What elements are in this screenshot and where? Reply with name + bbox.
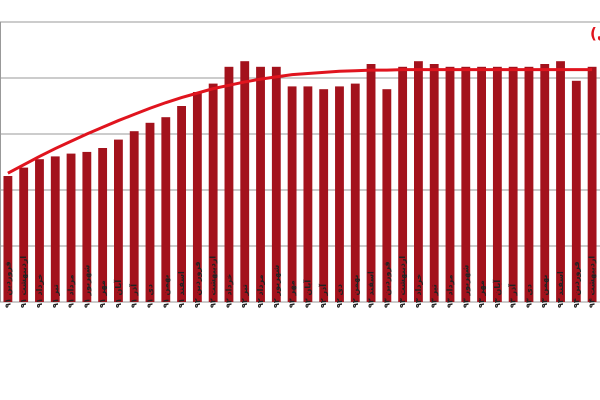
x-tick-label: شهریور ۹۱ [82,265,91,308]
x-tick-label: آذر ۹۲ [318,284,328,308]
bar [208,83,218,302]
bar [461,66,471,302]
bar [382,89,392,302]
x-tick-label: اردیبهشت ۹۲ [209,256,218,308]
bar [587,66,597,302]
bar [35,159,44,302]
bar [19,167,29,302]
bar [50,156,60,302]
bar [429,64,439,302]
bar [114,139,123,302]
x-tick-label: مهر ۹۲ [288,280,297,308]
bar [129,131,139,302]
x-tick-label: فروردین ۹۲ [193,261,202,308]
bar [82,151,92,302]
bar [366,64,376,302]
bar [3,176,13,302]
bar [398,66,408,302]
bar [271,66,281,302]
x-tick-label: بهمن ۹۳ [540,275,549,308]
x-tick-label: مرداد ۹۳ [446,275,455,308]
x-tick-label: اسفند ۹۱ [177,271,186,308]
x-tick-label: آبان ۹۲ [302,280,312,308]
x-tick-label: فروردین ۹۳ [382,261,391,308]
x-tick-label: آذر ۹۳ [508,284,518,308]
bar [161,117,171,302]
x-tick-label: خرداد ۹۲ [224,274,233,308]
bar [540,64,550,302]
x-tick-label: اسفند ۹۲ [367,271,376,308]
x-tick-label: آبان ۹۳ [492,280,502,308]
x-tick-label: بهمن ۹۲ [351,275,360,308]
bar [256,66,265,302]
chart-title: میانگین قیمت یک متر مربع زیر بنای مسکونی… [590,25,600,43]
x-tick-label: خرداد ۹۱ [35,274,44,308]
x-tick-label: خرداد ۹۳ [414,274,423,308]
x-tick-label: آبان ۹۱ [113,280,123,308]
bar [350,83,360,302]
bar [240,61,250,303]
x-tick-label: اردیبهشت ۹۴ [588,256,597,308]
bar [224,66,234,302]
x-tick-label: اسفند ۹۳ [556,271,565,308]
x-tick-label: آذر ۹۱ [129,284,139,308]
trend-line [7,68,593,175]
x-tick-label: بهمن ۹۱ [161,275,170,308]
x-tick-label: فروردین ۹۴ [572,261,581,308]
bar [524,66,534,302]
bar [98,148,108,302]
bar [192,92,202,302]
bar [319,89,329,302]
x-tick-label: مرداد ۹۲ [256,275,265,308]
x-tick-label: تیر ۹۱ [51,284,60,308]
x-tick-label: فروردین ۹۱ [3,261,12,308]
bar [508,66,518,302]
bar [287,86,297,303]
x-tick-label: اردیبهشت ۹۳ [398,256,407,308]
x-tick-label: شهریور ۹۲ [272,265,281,308]
bar [177,106,186,302]
x-tick-label: اردیبهشت ۹۱ [19,256,28,308]
bar [303,86,313,303]
bar [66,153,76,302]
x-tick-label: دی ۹۳ [524,284,533,308]
bar [335,86,344,303]
bar [445,66,455,302]
x-tick-label: مهر ۹۱ [98,280,107,308]
x-tick-label: شهریور ۹۳ [461,265,470,308]
bar [414,61,423,303]
bar [571,80,581,302]
x-tick-label: مرداد ۹۱ [67,275,76,308]
bar [492,66,502,302]
x-tick-label: دی ۹۱ [146,284,155,308]
x-tick-label: مهر ۹۳ [477,280,486,308]
bar [145,122,155,302]
x-tick-label: دی ۹۲ [335,284,344,308]
bar [556,61,565,303]
x-tick-label: تیر ۹۳ [430,284,439,308]
bar [477,66,486,302]
x-tick-label: تیر ۹۲ [240,284,249,308]
